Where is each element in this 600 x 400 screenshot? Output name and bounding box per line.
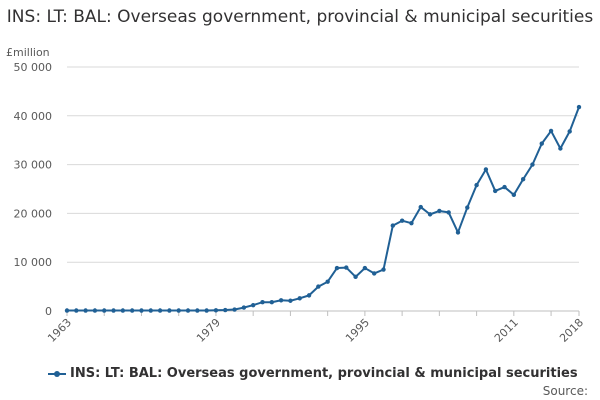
legend-swatch-icon xyxy=(48,368,66,380)
x-tick-label: 2011 xyxy=(492,316,521,345)
y-tick-label: 40 000 xyxy=(14,110,53,123)
data-point[interactable] xyxy=(250,302,256,308)
data-point[interactable] xyxy=(167,308,172,313)
y-axis-unit-label: £million xyxy=(6,46,50,59)
data-point[interactable] xyxy=(213,308,219,313)
data-point[interactable] xyxy=(111,308,116,313)
data-point[interactable] xyxy=(288,298,293,303)
data-point[interactable] xyxy=(185,308,191,313)
data-point[interactable] xyxy=(74,308,79,313)
legend-label: INS: LT: BAL: Overseas government, provi… xyxy=(70,366,578,381)
series-group xyxy=(64,104,582,313)
data-point[interactable] xyxy=(297,296,302,301)
data-point[interactable] xyxy=(83,308,88,313)
data-point[interactable] xyxy=(530,162,535,167)
data-point[interactable] xyxy=(260,300,265,305)
y-axis: 0 10 000 20 000 30 000 40 000 50 000 xyxy=(14,61,53,318)
data-point[interactable] xyxy=(278,298,284,303)
data-point[interactable] xyxy=(455,230,461,235)
data-point[interactable] xyxy=(511,192,517,198)
data-point[interactable] xyxy=(409,220,414,226)
data-point[interactable] xyxy=(520,177,526,182)
y-tick-label: 0 xyxy=(45,305,52,318)
data-point[interactable] xyxy=(223,307,228,313)
data-point[interactable] xyxy=(539,141,544,146)
data-point[interactable] xyxy=(399,218,405,223)
data-point[interactable] xyxy=(474,182,479,188)
data-point[interactable] xyxy=(548,128,554,134)
data-point[interactable] xyxy=(269,300,274,305)
data-point[interactable] xyxy=(102,308,107,313)
data-point[interactable] xyxy=(372,271,377,276)
series-line xyxy=(67,106,580,312)
data-point[interactable] xyxy=(92,308,98,313)
data-point[interactable] xyxy=(558,146,563,151)
data-point[interactable] xyxy=(325,279,330,284)
data-point[interactable] xyxy=(390,223,396,228)
data-point[interactable] xyxy=(502,184,507,190)
data-point[interactable] xyxy=(139,308,144,313)
y-tick-label: 30 000 xyxy=(14,159,53,172)
data-point[interactable] xyxy=(381,267,386,272)
grid-lines xyxy=(67,66,579,263)
data-point[interactable] xyxy=(176,308,181,313)
data-point[interactable] xyxy=(129,308,135,313)
data-point[interactable] xyxy=(353,274,358,280)
chart-title: INS: LT: BAL: Overseas government, provi… xyxy=(6,7,594,27)
y-tick-label: 20 000 xyxy=(14,207,53,220)
data-point[interactable] xyxy=(427,212,433,217)
x-tick-label: 1979 xyxy=(194,316,223,345)
y-tick-label: 10 000 xyxy=(14,256,53,269)
data-point[interactable] xyxy=(567,129,572,134)
data-point[interactable] xyxy=(418,204,423,210)
data-point[interactable] xyxy=(316,284,321,289)
data-point[interactable] xyxy=(465,205,470,210)
data-point[interactable] xyxy=(344,265,349,270)
legend[interactable]: INS: LT: BAL: Overseas government, provi… xyxy=(48,366,578,381)
data-point[interactable] xyxy=(148,308,153,313)
data-point[interactable] xyxy=(195,308,200,313)
data-point[interactable] xyxy=(157,308,163,313)
y-tick-label: 50 000 xyxy=(14,61,53,74)
data-point[interactable] xyxy=(204,308,209,313)
data-point[interactable] xyxy=(64,308,70,313)
data-point[interactable] xyxy=(483,167,489,172)
data-point[interactable] xyxy=(493,188,498,194)
source-label: Source: xyxy=(542,384,588,398)
data-point[interactable] xyxy=(120,308,126,313)
data-point[interactable] xyxy=(576,104,582,110)
data-point[interactable] xyxy=(241,305,247,310)
data-point[interactable] xyxy=(437,208,442,214)
data-point[interactable] xyxy=(306,293,312,298)
data-point[interactable] xyxy=(446,210,451,215)
data-point[interactable] xyxy=(334,265,340,271)
x-axis: 1963 1979 1995 2011 2018 xyxy=(45,310,586,345)
x-tick-label: 1995 xyxy=(343,316,372,345)
x-tick-label: 2018 xyxy=(557,316,586,345)
x-tick-label: 1963 xyxy=(45,316,74,345)
data-point[interactable] xyxy=(362,265,368,271)
data-point[interactable] xyxy=(232,307,237,312)
